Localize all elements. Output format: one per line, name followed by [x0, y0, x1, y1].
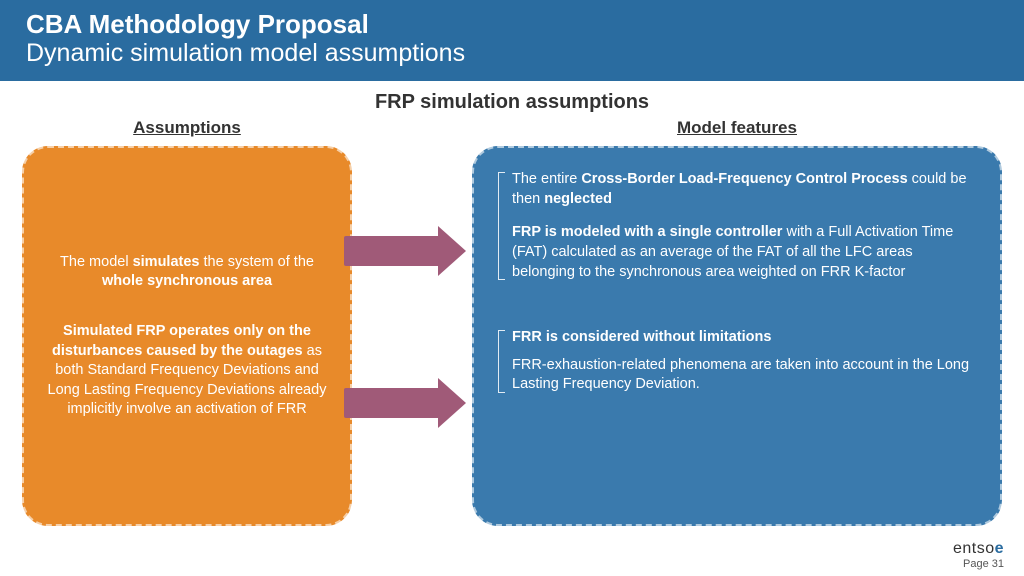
feature-2b: FRR-exhaustion-related phenomena are tak…: [512, 356, 978, 395]
section-title: FRP simulation assumptions: [0, 91, 1024, 114]
right-heading: Model features: [472, 118, 1002, 138]
assumption-2: Simulated FRP operates only on the distu…: [42, 322, 332, 420]
feature-2a: FRR is considered without limitations: [512, 328, 978, 348]
left-heading: Assumptions: [22, 118, 352, 138]
entsoe-logo: entsoe: [953, 540, 1004, 558]
assumptions-card: The model simulates the system of the wh…: [22, 146, 352, 526]
features-card: The entire Cross-Border Load-Frequency C…: [472, 146, 1002, 526]
arrow-icon: [344, 226, 472, 276]
slide-header: CBA Methodology Proposal Dynamic simulat…: [0, 0, 1024, 81]
page-number: Page 31: [953, 558, 1004, 570]
slide-subtitle: Dynamic simulation model assumptions: [26, 39, 998, 68]
slide-title: CBA Methodology Proposal: [26, 10, 998, 39]
feature-block-2: FRR is considered without limitations FR…: [502, 328, 978, 395]
feature-block-1: The entire Cross-Border Load-Frequency C…: [502, 170, 978, 282]
arrow-column: [352, 118, 472, 526]
arrow-icon: [344, 378, 472, 428]
right-column: Model features The entire Cross-Border L…: [472, 118, 1002, 526]
feature-1a: The entire Cross-Border Load-Frequency C…: [512, 170, 978, 209]
slide-footer: entsoe Page 31: [953, 540, 1004, 570]
feature-1b: FRP is modeled with a single controller …: [512, 223, 978, 282]
left-column: Assumptions The model simulates the syst…: [22, 118, 352, 526]
content-columns: Assumptions The model simulates the syst…: [0, 118, 1024, 526]
assumption-1: The model simulates the system of the wh…: [42, 253, 332, 292]
